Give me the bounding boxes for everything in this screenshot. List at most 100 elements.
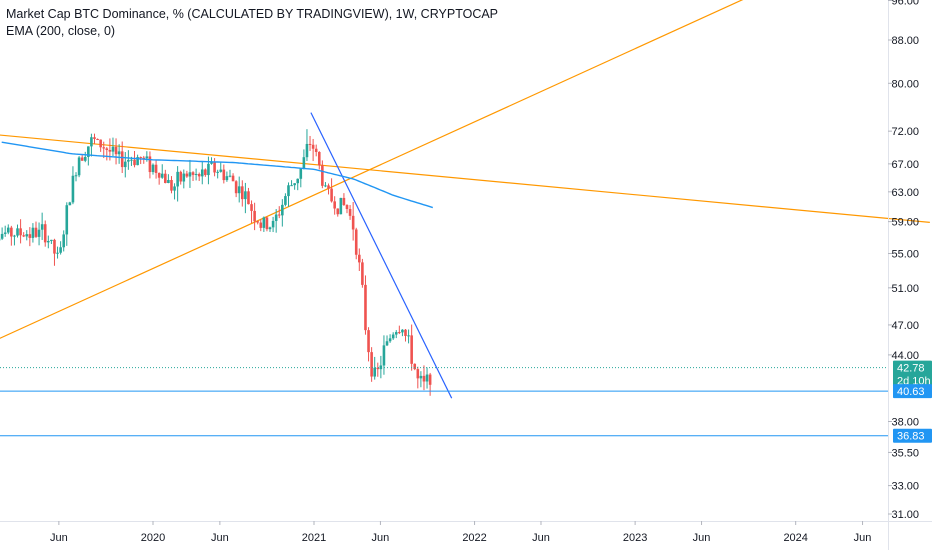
candle-body — [22, 235, 25, 237]
candle-body — [133, 159, 136, 166]
trendline[interactable] — [0, 134, 930, 223]
candle — [13, 234, 16, 246]
candle-body — [204, 169, 207, 176]
candle-body — [37, 229, 41, 237]
candle — [262, 216, 266, 232]
candle — [290, 180, 293, 187]
level-tag-1: 40.63 — [893, 384, 932, 399]
candle-body — [167, 179, 170, 184]
candle-body — [53, 239, 56, 254]
candle-body — [93, 137, 96, 139]
candle — [425, 367, 429, 389]
candle — [31, 223, 35, 243]
candle-body — [77, 157, 81, 176]
candle-body — [90, 137, 93, 147]
candle-body — [130, 159, 133, 161]
candle-body — [173, 186, 176, 191]
candle-body — [182, 173, 186, 182]
candle — [3, 225, 7, 237]
candle-body — [336, 208, 340, 215]
candle-body — [271, 220, 275, 228]
candle — [43, 220, 47, 247]
candle — [114, 138, 118, 165]
y-tick-label: 80.00 — [891, 78, 919, 90]
candle-body — [234, 181, 238, 194]
indicator-label[interactable]: EMA (200, close, 0) — [6, 24, 116, 38]
candle-body — [422, 375, 426, 382]
candle — [324, 182, 327, 188]
candle — [99, 139, 102, 152]
plot-background[interactable] — [0, 0, 888, 521]
candle-body — [394, 332, 398, 335]
horizontal-levels[interactable] — [0, 367, 888, 437]
candle-body — [34, 227, 38, 237]
candle — [191, 171, 195, 181]
candle-body — [259, 222, 263, 228]
candle-body — [99, 139, 102, 148]
candlestick-series — [0, 129, 432, 396]
candle — [240, 180, 244, 207]
candle — [228, 169, 232, 178]
candle-body — [164, 173, 167, 184]
candle — [151, 163, 155, 175]
time-axis[interactable]: Jun 2020 Jun 2021 Jun 2022 Jun 2023 Jun 2024 Jun — [0, 521, 932, 544]
candle — [299, 168, 303, 188]
candle-body — [237, 186, 241, 194]
candle-body — [40, 224, 44, 230]
candle-body — [379, 365, 383, 370]
y-tick-label: 31.00 — [891, 509, 919, 521]
trendline[interactable] — [0, 0, 761, 342]
candle — [157, 172, 161, 185]
x-tick-label: 2020 — [141, 532, 165, 544]
candle-body — [185, 173, 189, 177]
y-tick-label: 33.00 — [891, 481, 919, 493]
candle-body — [314, 148, 318, 152]
candle — [197, 172, 201, 181]
candle — [185, 170, 189, 178]
candle-body — [136, 157, 139, 166]
candle-body — [428, 374, 432, 385]
current-price-tag-bg — [893, 360, 932, 389]
candle — [311, 138, 315, 162]
price-axis[interactable]: 96.00 88.00 80.00 72.00 67.00 63.00 59.00 55.00… — [888, 0, 919, 550]
candle — [200, 161, 204, 185]
candle-body — [398, 332, 401, 334]
candle-body — [293, 183, 296, 186]
candle — [231, 173, 235, 182]
candle-body — [299, 168, 303, 179]
candle — [271, 216, 275, 233]
candle — [62, 230, 66, 252]
candle — [361, 258, 364, 288]
candle — [376, 362, 380, 377]
candle-body — [145, 156, 149, 159]
candle-body — [219, 169, 223, 172]
candle-body — [290, 185, 293, 187]
level-tag-1-text: 40.63 — [897, 386, 925, 398]
candle — [379, 355, 383, 379]
candle-body — [225, 176, 229, 181]
plot-area[interactable] — [0, 0, 888, 521]
candle — [10, 225, 13, 246]
trendlines[interactable] — [0, 0, 930, 399]
candle-body — [268, 227, 272, 230]
candle-body — [170, 179, 173, 191]
candle — [160, 164, 164, 179]
candle — [213, 158, 216, 177]
current-price-tag-text: 42.78 — [897, 363, 925, 375]
candle — [274, 209, 278, 233]
candle-body — [404, 329, 407, 336]
trendline[interactable] — [310, 112, 453, 399]
candle — [419, 371, 423, 388]
candle — [382, 335, 386, 375]
candle — [388, 334, 392, 343]
candle-body — [407, 335, 410, 337]
candle-body — [339, 197, 343, 215]
candle-body — [308, 143, 312, 145]
symbol-title[interactable]: Market Cap BTC Dominance, % (CALCULATED … — [6, 7, 499, 21]
candle — [176, 166, 179, 202]
candle-body — [228, 175, 232, 177]
candle — [302, 149, 306, 170]
candle — [348, 205, 352, 220]
